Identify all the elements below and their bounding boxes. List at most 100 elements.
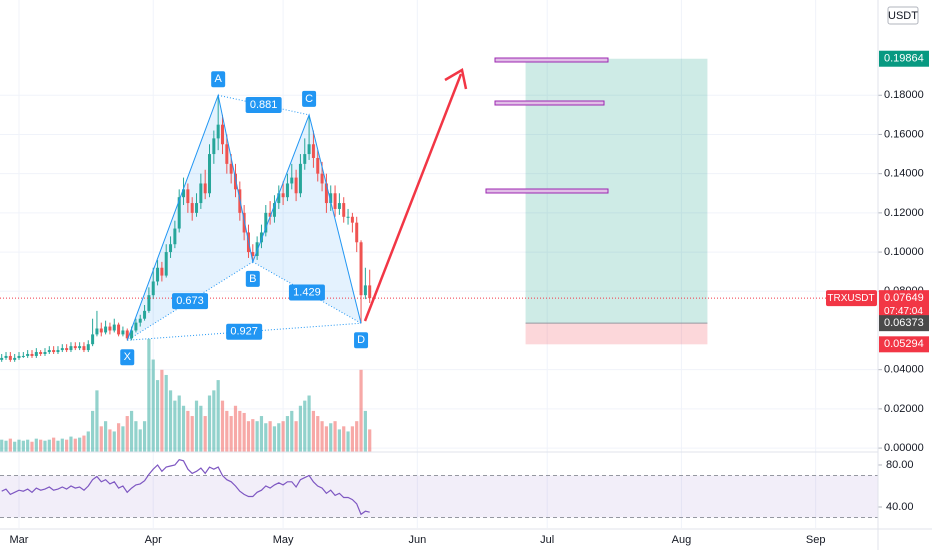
volume-bar [242,412,246,452]
candle-body [125,330,129,339]
volume-bar [359,369,363,452]
rsi-band [0,475,878,518]
candle-body [182,189,186,198]
volume-bar [69,436,73,452]
point-label: A [214,73,222,85]
ratio-box [245,97,282,114]
volume-bar [290,410,294,452]
volume-bar [112,431,116,452]
x-tick-label: Sep [806,534,826,546]
candle-body [108,326,112,331]
ratio-label: 0.927 [230,326,258,338]
rsi-line [1,459,370,516]
volume-bar [346,431,350,452]
volume-bar [82,435,86,452]
candle-body [156,267,160,282]
volume-bar [73,438,77,452]
last-price-box [879,290,929,320]
point-label-box [120,349,135,366]
candle-body [285,183,289,198]
candle-body [65,348,69,351]
candle-body [294,177,298,194]
candle-body [303,154,307,164]
candle-body [320,173,324,184]
volume-bar [311,410,316,452]
volume-bar [285,416,290,452]
candle-body [324,183,328,204]
candle-body [160,267,164,276]
target-price: 0.19864 [884,53,924,65]
point-label-box [354,332,369,349]
point-label: B [249,273,256,285]
volume-bar [34,438,38,452]
y-tick-label: 0.16000 [884,128,924,140]
volume-bar [194,400,199,452]
candle-body [216,124,220,139]
volume-bar [294,421,298,452]
candle-body [355,222,359,243]
point-label: D [357,334,365,346]
target-price-box [879,50,929,67]
candle-body [21,355,25,357]
volume-bar [303,400,307,452]
volume-bar [125,416,129,452]
y-tick-label: 0.18000 [884,89,924,101]
volume-bar [78,437,82,452]
volume-bar [21,440,25,452]
volume-bar [4,440,8,452]
candle-body [329,193,333,204]
y-tick-label: 0.12000 [884,207,924,219]
volume-bar [251,419,255,452]
candle-body [17,355,21,358]
x-tick-label: Jul [540,534,554,546]
volume-bar [363,410,367,452]
candle-body [47,350,51,353]
candle-body [307,144,311,155]
volume-bar [181,405,186,452]
volume-bar [91,410,95,452]
level-box [494,100,605,106]
volume-bar [26,439,30,452]
candle-body [368,285,372,299]
ratio-box [226,323,263,340]
stop-zone [525,323,708,345]
volume-bar [95,390,99,452]
volume-bar [264,423,268,452]
candle-body [225,144,229,164]
candle-body [251,252,255,256]
volume-bar [138,429,142,452]
x-tick-label: Apr [145,534,162,546]
volume-bar [142,421,147,452]
candle-body [290,177,294,184]
volume-bar [186,410,190,452]
volume-bar [190,416,194,452]
candle-body [229,163,233,174]
volume-bar [199,405,203,452]
candle-body [151,281,155,296]
volume-bar [134,421,138,452]
candle-body [212,138,216,155]
candle-body [264,212,268,233]
ratio-label: 0.881 [250,99,278,111]
y-tick-label: 0.04000 [884,364,924,376]
candle-body [134,322,138,331]
candle-body [333,193,337,209]
candle-body [78,346,82,349]
candle-body [138,318,142,323]
candle-body [268,212,272,217]
arrow-head [444,68,468,90]
volume-bar [272,426,277,452]
point-label: C [305,93,313,105]
candle-body [255,242,259,256]
candle-body [13,357,17,360]
volume-bar [238,410,242,452]
candle-body [147,295,151,311]
candle-body [104,326,108,333]
stop-price: 0.05294 [884,338,924,350]
volume-bar [151,359,155,452]
candle-body [130,330,134,339]
rsi-tick-label: 40.00 [886,501,914,513]
candle-body [363,285,367,296]
candle-body [0,357,4,360]
